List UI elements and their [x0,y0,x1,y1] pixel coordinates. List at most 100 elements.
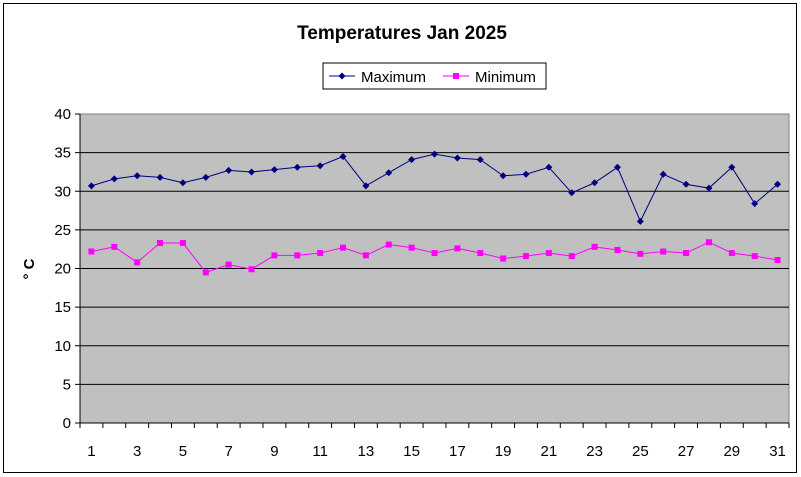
data-point-minimum [157,240,164,247]
legend-label: Minimum [475,69,536,86]
data-point-maximum [133,172,141,180]
y-tick-label: 0 [63,415,71,432]
data-point-minimum [340,244,347,251]
x-tick-label: 21 [541,443,558,460]
data-point-minimum [385,241,392,248]
data-point-minimum [500,255,507,262]
y-tick-label: 35 [54,145,71,162]
y-tick-label: 25 [54,222,71,239]
data-point-minimum [522,253,529,260]
data-point-minimum [660,248,667,255]
data-point-maximum [408,156,416,164]
data-point-minimum [751,253,758,260]
x-tick-label: 3 [133,443,141,460]
data-point-minimum [362,252,369,259]
data-point-maximum [453,154,461,162]
data-point-minimum [774,257,781,264]
grid-lines [80,152,789,385]
data-point-maximum [431,150,438,158]
data-point-minimum [317,250,324,257]
x-tick-label: 25 [632,443,649,460]
data-point-maximum [705,184,713,192]
series-layer [87,150,782,276]
data-point-maximum [476,156,484,164]
legend-item-maximum: Maximum [329,69,426,86]
legend-item-minimum: Minimum [443,69,536,86]
data-point-minimum [111,243,118,250]
data-point-maximum [316,162,324,170]
temperature-chart: Temperatures Jan 2025 Maximum Minimum 0 5 1… [21,23,790,460]
y-axis: 0 5 10 15 20 25 30 35 40 [54,106,81,432]
data-point-minimum [248,266,255,273]
data-point-maximum [110,175,118,183]
x-tick-label: 9 [270,443,278,460]
data-point-minimum [705,239,712,246]
data-point-maximum [568,189,576,197]
x-tick-label: 13 [358,443,375,460]
chart-frame: Temperatures Jan 2025 Maximum Minimum 0 5 1… [3,3,797,473]
data-point-maximum [659,170,667,178]
data-point-maximum [156,173,164,181]
data-point-maximum [385,169,393,177]
legend: Maximum Minimum [322,62,547,90]
data-point-maximum [293,163,301,171]
x-tick-label: 27 [678,443,695,460]
x-tick-label: 5 [179,443,187,460]
legend-box [322,62,547,90]
data-point-minimum [683,250,690,257]
legend-marker [453,73,459,79]
data-point-minimum [431,250,438,257]
y-tick-label: 30 [54,183,71,200]
data-point-minimum [179,240,186,247]
data-point-minimum [545,250,552,257]
data-point-maximum [202,173,210,181]
data-point-maximum [225,166,233,174]
data-point-maximum [179,179,187,187]
data-point-minimum [568,253,575,260]
data-point-minimum [477,250,484,257]
y-tick-label: 15 [54,299,71,316]
data-point-minimum [294,252,301,259]
data-point-maximum [248,168,256,176]
x-tick-label: 29 [723,443,740,460]
y-tick-label: 20 [54,261,71,278]
x-tick-label: 19 [495,443,512,460]
y-tick-label: 5 [63,376,71,393]
x-tick-label: 1 [87,443,95,460]
data-point-maximum [87,182,95,190]
legend-label: Maximum [361,69,426,86]
data-point-minimum [728,250,735,257]
data-point-minimum [637,250,644,257]
data-point-minimum [614,246,621,253]
data-point-maximum [522,170,530,178]
y-tick-label: 10 [54,338,71,355]
x-tick-label: 11 [312,443,328,460]
data-point-maximum [728,163,736,171]
data-point-minimum [454,245,461,252]
x-tick-label: 7 [224,443,232,460]
chart-title: Temperatures Jan 2025 [297,23,507,44]
data-point-maximum [339,152,347,160]
data-point-maximum [636,217,644,225]
y-axis-label: ° C [21,258,38,279]
series-maximum [87,150,782,225]
x-tick-label: 23 [586,443,603,460]
data-point-maximum [682,180,690,188]
data-point-maximum [591,179,599,187]
data-point-minimum [202,269,209,276]
data-point-minimum [408,244,415,251]
legend-marker [338,72,346,80]
data-point-minimum [88,248,95,255]
data-point-maximum [751,200,759,208]
y-tick-label: 40 [54,106,71,123]
data-point-maximum [613,163,621,171]
data-point-minimum [591,243,598,250]
x-tick-label: 17 [449,443,466,460]
data-point-minimum [134,259,141,266]
data-point-maximum [774,180,782,188]
data-point-minimum [271,252,278,259]
x-tick-label: 31 [769,443,786,460]
data-point-maximum [362,182,370,190]
series-minimum [88,239,781,276]
x-tick-label: 15 [403,443,420,460]
